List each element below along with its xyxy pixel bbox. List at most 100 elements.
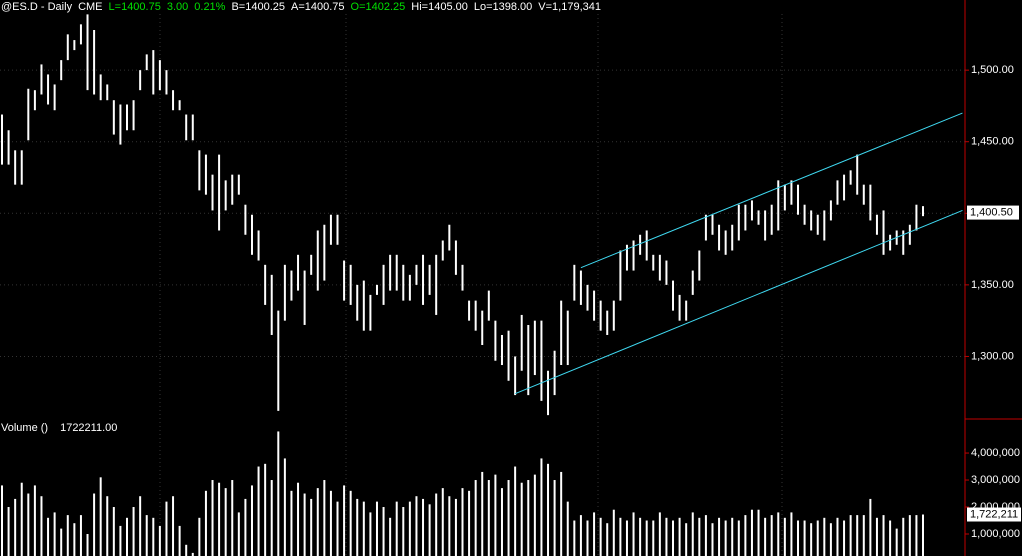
volume-bar bbox=[593, 512, 596, 556]
volume-bar bbox=[60, 528, 63, 556]
volume-bar bbox=[237, 512, 240, 556]
volume-bar bbox=[836, 517, 839, 556]
volume-bar bbox=[125, 517, 128, 556]
volume-bar bbox=[902, 517, 905, 556]
y-tick-label: 1,300.00 bbox=[971, 350, 1014, 362]
volume-bar bbox=[93, 493, 96, 556]
volume-bar bbox=[343, 485, 346, 556]
volume-bar bbox=[316, 488, 319, 556]
volume-bar bbox=[685, 523, 688, 556]
volume-bar bbox=[27, 493, 30, 556]
volume-bar bbox=[494, 474, 497, 556]
volume-bar bbox=[744, 515, 747, 556]
volume-bar bbox=[520, 482, 523, 556]
volume-bar bbox=[264, 463, 267, 556]
header-field: L=1400.75 bbox=[108, 1, 161, 13]
volume-bar bbox=[303, 493, 306, 556]
last-price-box bbox=[967, 205, 1019, 220]
volume-bar bbox=[908, 515, 911, 556]
y-tick-label: 1,000,000 bbox=[971, 528, 1020, 540]
y-tick-label: 1,500.00 bbox=[971, 64, 1014, 76]
y-tick-label: 3,000,000 bbox=[971, 474, 1020, 486]
volume-bar bbox=[211, 480, 214, 556]
volume-bar bbox=[731, 517, 734, 556]
volume-bar bbox=[586, 520, 589, 556]
volume-bar bbox=[139, 496, 142, 556]
volume-bar bbox=[395, 501, 398, 556]
volume-bar bbox=[533, 474, 536, 556]
volume-bar bbox=[14, 498, 17, 556]
volume-bar bbox=[323, 480, 326, 556]
volume-bar bbox=[178, 525, 181, 556]
volume-bar bbox=[889, 520, 892, 556]
volume-bar bbox=[652, 520, 655, 556]
volume-bar bbox=[718, 517, 721, 556]
last-volume-label: 1,722,211 bbox=[970, 508, 1018, 520]
header-field: 0.21% bbox=[194, 1, 226, 13]
volume-bar bbox=[185, 544, 188, 556]
volume-bar bbox=[145, 515, 148, 556]
volume-bar bbox=[757, 509, 760, 556]
volume-bar bbox=[132, 507, 135, 556]
volume-bar bbox=[329, 490, 332, 556]
volume-bar bbox=[297, 482, 300, 556]
volume-bar bbox=[599, 517, 602, 556]
volume-bar bbox=[672, 520, 675, 556]
volume-bar bbox=[797, 520, 800, 556]
volume-bar bbox=[86, 534, 89, 556]
volume-bar bbox=[218, 482, 221, 556]
header-field: Hi=1405.00 bbox=[411, 1, 468, 13]
volume-bar bbox=[527, 480, 530, 556]
volume-bar bbox=[790, 512, 793, 556]
volume-bar bbox=[454, 498, 457, 556]
volume-bar bbox=[724, 520, 727, 556]
volume-bar bbox=[658, 512, 661, 556]
volume-bar bbox=[869, 498, 872, 556]
volume-bar bbox=[698, 517, 701, 556]
volume-bar bbox=[678, 517, 681, 556]
volume-bar bbox=[474, 480, 477, 556]
volume-bar bbox=[408, 501, 411, 556]
volume-bar bbox=[711, 523, 714, 556]
volume-bar bbox=[382, 507, 385, 556]
volume-bar bbox=[514, 466, 517, 556]
volume-bar bbox=[579, 515, 582, 556]
volume-bar bbox=[415, 496, 418, 556]
volume-bar bbox=[606, 523, 609, 556]
volume-bar bbox=[803, 520, 806, 556]
volume-bar bbox=[66, 515, 69, 556]
volume-bar bbox=[882, 515, 885, 556]
volume-bar bbox=[922, 514, 924, 556]
header-field: O=1402.25 bbox=[350, 1, 406, 13]
volume-bar bbox=[612, 509, 615, 556]
quote-header: @ES.D - Daily CME L=1400.75 3.00 0.21% B=1400… bbox=[1, 1, 601, 13]
header-field: V=1,179,341 bbox=[538, 1, 601, 13]
header-field: @ES.D - Daily bbox=[1, 1, 73, 13]
volume-bar bbox=[33, 485, 36, 556]
volume-bar bbox=[106, 496, 109, 556]
volume-bar bbox=[849, 515, 852, 556]
volume-bar bbox=[336, 501, 339, 556]
volume-bar bbox=[737, 520, 740, 556]
volume-bar bbox=[191, 552, 194, 556]
volume-bar bbox=[349, 490, 352, 556]
volume-bar bbox=[250, 485, 253, 556]
volume-bar bbox=[875, 517, 878, 556]
volume-bar bbox=[810, 523, 813, 556]
volume-bar bbox=[540, 458, 543, 556]
volume-bar bbox=[428, 504, 431, 556]
volume-bar bbox=[53, 512, 56, 556]
volume-bar bbox=[468, 490, 471, 556]
volume-bar bbox=[73, 523, 76, 556]
volume-bar bbox=[461, 488, 464, 556]
volume-bar bbox=[152, 517, 155, 556]
volume-bar bbox=[79, 515, 82, 556]
volume-bar bbox=[290, 490, 293, 556]
volume-bar bbox=[277, 431, 280, 556]
volume-bar bbox=[422, 498, 425, 556]
volume-bar bbox=[843, 520, 846, 556]
volume-bar bbox=[783, 517, 786, 556]
volume-bar bbox=[619, 517, 622, 556]
volume-bar bbox=[47, 517, 50, 556]
